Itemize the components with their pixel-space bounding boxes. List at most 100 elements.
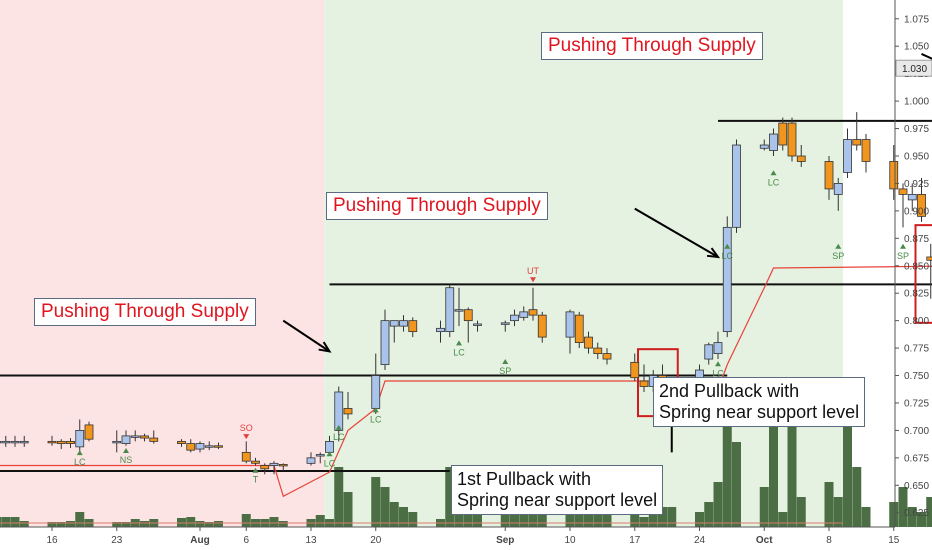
- candle-body: [186, 443, 196, 451]
- signal-label: T: [253, 475, 259, 485]
- candle-body: [130, 435, 140, 438]
- y-tick-label: 0.875: [904, 234, 929, 245]
- candle-body: [408, 320, 418, 333]
- green-zone: [324, 0, 843, 527]
- volume-bar: [843, 417, 852, 527]
- arrow-shaft: [282, 319, 331, 353]
- volume-bar: [907, 507, 917, 527]
- candle-body: [149, 437, 159, 442]
- y-tick-label: 0.775: [904, 344, 929, 355]
- candle-body: [917, 194, 926, 217]
- y-tick-label: 0.950: [904, 151, 929, 162]
- up-triangle-icon: [76, 450, 83, 456]
- y-tick-label: 1.075: [904, 14, 929, 25]
- candle-body: [389, 320, 399, 327]
- pushing-supply-text-1: Pushing Through Supply: [41, 301, 249, 322]
- candle-body: [195, 443, 205, 450]
- x-tick-label: Aug: [190, 535, 209, 546]
- signal-label: LC: [370, 414, 382, 424]
- candle-body: [334, 391, 344, 431]
- volume-bar: [917, 512, 926, 527]
- candle-body: [371, 375, 381, 409]
- arrow-shaft: [634, 207, 719, 258]
- candle-body: [889, 161, 899, 190]
- up-triangle-icon: [724, 243, 731, 249]
- volume-bar: [602, 512, 612, 527]
- y-tick-label: 0.825: [904, 289, 929, 300]
- volume-bar: [787, 412, 797, 527]
- y-tick-label: 0.625: [904, 508, 929, 519]
- candle-body: [759, 144, 769, 149]
- y-tick-label: 0.900: [904, 206, 929, 217]
- volume-bar: [315, 515, 325, 527]
- signal-label: UT: [527, 266, 539, 276]
- candle-body: [926, 256, 932, 261]
- up-triangle-icon: [372, 407, 379, 413]
- volume-bar: [861, 507, 871, 527]
- first-pullback-label: 1st Pullback with Spring near support le…: [451, 465, 664, 515]
- volume-bar: [56, 522, 66, 527]
- volume-bar: [66, 521, 75, 527]
- candle-body: [47, 440, 57, 444]
- x-tick-label: Sep: [496, 535, 514, 546]
- volume-bar: [630, 507, 640, 527]
- x-tick-label: 6: [243, 535, 249, 546]
- candle-body: [593, 347, 603, 354]
- volume-bar: [269, 517, 279, 527]
- signal-label: SP: [499, 366, 511, 376]
- volume-bar: [759, 487, 769, 527]
- first-pullback-line-2: Spring near support level: [457, 490, 658, 510]
- candle-body: [260, 465, 270, 470]
- volume-bar: [639, 517, 649, 527]
- candle-body: [787, 122, 797, 157]
- candle-body: [833, 183, 843, 195]
- pushing-supply-text-2: Pushing Through Supply: [333, 195, 541, 216]
- volume-bar: [722, 427, 732, 527]
- x-tick-label: Oct: [756, 535, 773, 546]
- volume-bar: [241, 514, 251, 527]
- volume-bar: [399, 507, 408, 527]
- candle-body: [713, 342, 723, 354]
- volume-bar: [10, 517, 20, 527]
- y-tick-label: 0.800: [904, 316, 929, 327]
- y-tick-label: 0.650: [904, 481, 929, 492]
- volume-bar: [204, 522, 214, 527]
- candle-body: [796, 155, 806, 162]
- y-tick-label: 0.700: [904, 426, 929, 437]
- candle-body: [630, 361, 640, 379]
- candle-body: [112, 440, 122, 444]
- volume-bar: [1, 517, 11, 527]
- candle-body: [907, 194, 917, 201]
- volume-bar: [704, 502, 714, 527]
- second-pullback-line-2: Spring near support level: [659, 402, 860, 422]
- candle-body: [241, 451, 251, 462]
- candle-body: [500, 322, 510, 325]
- x-tick-label: 10: [564, 535, 576, 546]
- second-pullback-label: 2nd Pullback with Spring near support le…: [653, 377, 866, 427]
- signal-label: LC: [721, 251, 733, 261]
- up-triangle-icon: [252, 467, 259, 473]
- candle-body: [380, 320, 390, 365]
- last-price-tag: [895, 59, 932, 77]
- y-tick-label: 0.850: [904, 261, 929, 272]
- candle-body: [325, 440, 334, 453]
- volume-bar: [852, 467, 862, 527]
- candle-body: [584, 336, 593, 349]
- candle-body: [177, 440, 186, 444]
- volume-bar: [121, 522, 131, 527]
- candle-body: [121, 435, 131, 444]
- y-tick-label: 0.675: [904, 453, 929, 464]
- y-tick-label: 1.050: [904, 42, 929, 53]
- signal-label: NS: [120, 455, 133, 465]
- volume-bar: [593, 512, 603, 527]
- x-tick-label: 24: [694, 535, 706, 546]
- down-triangle-icon: [530, 277, 536, 283]
- up-triangle-icon: [335, 424, 342, 430]
- volume-bar: [796, 497, 806, 527]
- candle-body: [778, 122, 788, 146]
- pushing-supply-text-3: Pushing Through Supply: [548, 35, 756, 56]
- y-tick-label: 0.725: [904, 398, 929, 409]
- first-pullback-line-1: 1st Pullback with: [457, 469, 592, 489]
